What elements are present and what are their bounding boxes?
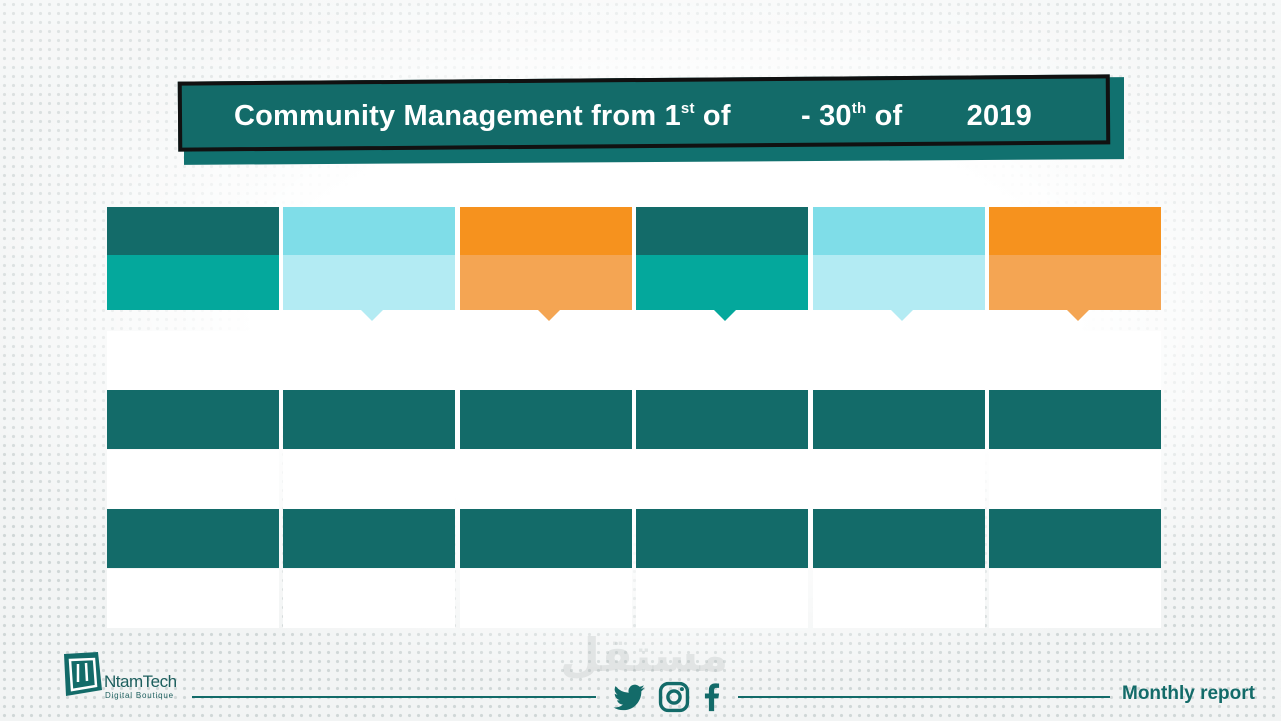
column-header-bottom [812, 255, 985, 310]
table-cell [459, 509, 632, 569]
table-cell [636, 568, 809, 628]
table-cell [812, 390, 985, 450]
table-column-3 [459, 207, 632, 628]
column-header-top [812, 207, 985, 255]
table-column-4 [636, 207, 809, 628]
table-cell [107, 390, 279, 450]
table-cell [989, 568, 1161, 628]
watermark: مستقل [560, 628, 729, 682]
table-cell [283, 568, 456, 628]
title-st-suffix: st [680, 100, 695, 117]
column-header-bottom [283, 255, 456, 310]
column-header-top [107, 207, 279, 255]
footer-divider-right [738, 696, 1110, 698]
brand-tagline: Digital Boutique [105, 691, 174, 700]
column-header-top [989, 207, 1161, 255]
table-cell [459, 449, 632, 509]
report-table [107, 207, 1161, 628]
column-header-pointer [1065, 308, 1091, 321]
title-start: Community Management from 1 [234, 100, 681, 132]
table-cell [459, 390, 632, 450]
title-th-suffix: th [851, 100, 867, 117]
title-dash-30: - 30 [800, 100, 852, 132]
title-of-1: of [702, 100, 731, 132]
column-header-bottom [459, 255, 632, 310]
column-header-pointer [888, 308, 915, 321]
table-cell [107, 568, 279, 628]
table-cell [989, 331, 1161, 390]
table-cell [989, 509, 1161, 569]
table-cell [107, 509, 279, 569]
column-header-pointer [712, 308, 739, 321]
table-cell [107, 331, 279, 390]
footer-divider-left [192, 696, 596, 698]
table-cell [812, 331, 985, 390]
table-cell [812, 568, 985, 628]
instagram-icon[interactable] [657, 680, 691, 714]
column-header-bottom [636, 255, 809, 310]
table-cell [283, 449, 456, 509]
table-cell [636, 449, 809, 509]
table-column-5 [812, 207, 985, 628]
table-cell [636, 331, 809, 390]
table-cell [989, 390, 1161, 450]
title-year: 2019 [966, 100, 1032, 132]
column-header-top [283, 207, 456, 255]
column-header-top [459, 207, 632, 255]
page-title: Community Management from 1st of - 30th … [234, 100, 1032, 133]
ntamtech-logo-icon [64, 652, 102, 696]
table-cell [989, 449, 1161, 509]
column-header-pointer [535, 308, 562, 321]
table-column-1 [107, 207, 279, 628]
title-banner: Community Management from 1st of - 30th … [176, 70, 1124, 165]
column-header-top [636, 207, 809, 255]
column-header-pointer [359, 308, 386, 321]
twitter-icon[interactable] [612, 680, 646, 714]
report-label: Monthly report [1122, 683, 1255, 704]
table-cell [812, 449, 985, 509]
table-cell [107, 449, 279, 509]
table-cell [459, 331, 632, 390]
column-header-bottom [989, 255, 1161, 310]
table-cell [283, 509, 456, 569]
table-cell [283, 390, 456, 450]
table-cell [812, 509, 985, 569]
table-column-6 [989, 207, 1161, 628]
brand-name: NtamTech [104, 672, 177, 691]
table-column-2 [283, 207, 456, 628]
table-cell [283, 331, 456, 390]
facebook-icon[interactable] [695, 680, 729, 714]
column-header-bottom [107, 255, 279, 310]
table-cell [636, 390, 809, 450]
table-cell [459, 568, 632, 628]
table-cell [636, 509, 809, 569]
title-of-2: of [874, 100, 903, 132]
